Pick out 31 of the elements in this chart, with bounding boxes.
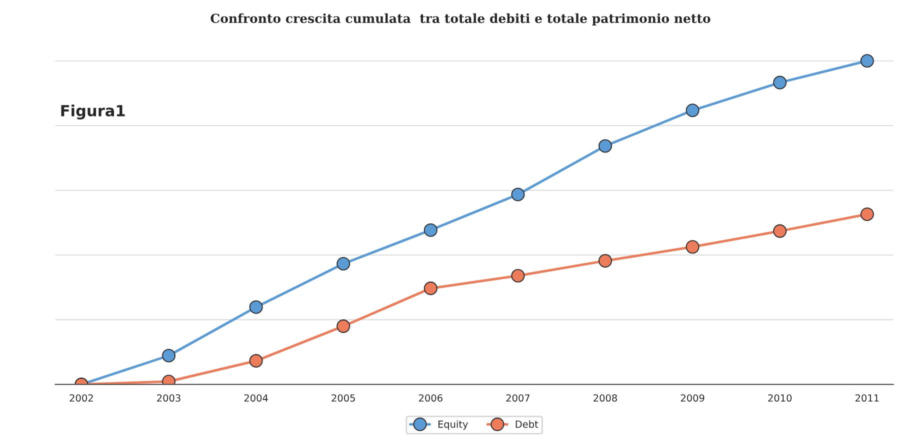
x-tick-label: 2009 xyxy=(680,394,704,402)
point xyxy=(511,268,525,282)
point xyxy=(249,300,263,314)
legend-label: Equity xyxy=(438,420,468,430)
point xyxy=(511,188,525,202)
point xyxy=(686,104,700,118)
point xyxy=(249,354,263,368)
x-tick-label: 2006 xyxy=(419,394,442,402)
x-tick-label: 2010 xyxy=(768,394,792,402)
point xyxy=(336,256,350,271)
point xyxy=(598,139,612,153)
point xyxy=(686,240,700,254)
x-tick-label: 2008 xyxy=(594,394,617,402)
point xyxy=(773,224,787,238)
chart-title: Confronto crescita cumulata tra totale debiti e totale patrimonio netto xyxy=(210,13,710,26)
x-tick-label: 2003 xyxy=(157,394,180,402)
point xyxy=(336,319,350,333)
legend-label: Debt xyxy=(516,420,538,428)
point xyxy=(860,207,874,222)
point xyxy=(860,54,874,68)
point xyxy=(598,254,612,268)
point xyxy=(773,76,787,90)
annotation: Figura1 xyxy=(61,104,125,120)
point xyxy=(162,348,176,362)
x-tick-label: 2002 xyxy=(70,394,93,402)
point xyxy=(424,223,438,237)
x-tick-label: 2011 xyxy=(856,394,879,402)
x-tick-label: 2007 xyxy=(506,394,530,402)
x-tick-label: 2004 xyxy=(244,394,268,402)
x-tick-label: 2005 xyxy=(332,394,355,402)
point xyxy=(424,282,438,296)
